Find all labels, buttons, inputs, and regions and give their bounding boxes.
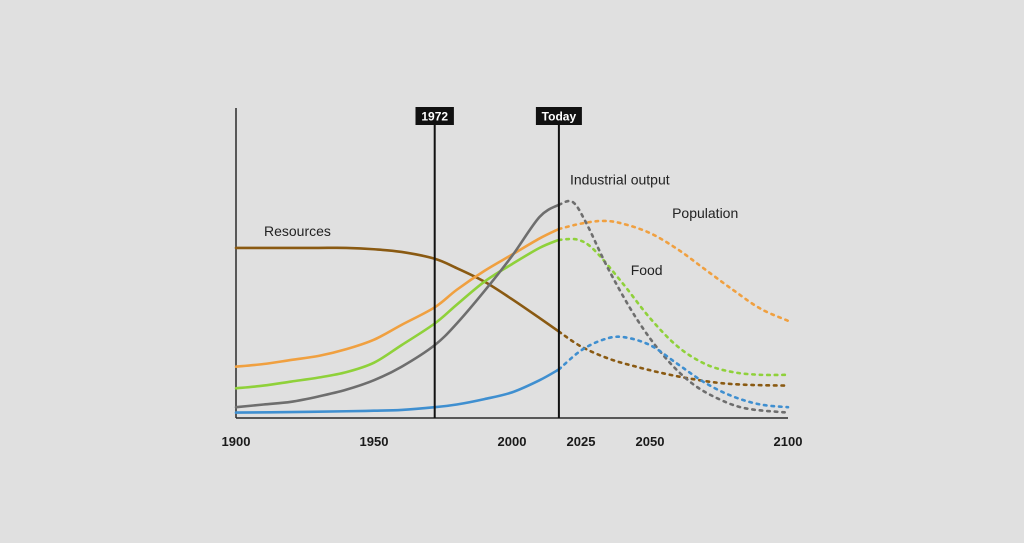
marker-today-label: Today	[542, 110, 577, 124]
pollution-projection-line	[557, 335, 790, 409]
series-label-layer: Resources Population Food Industrial output	[264, 171, 738, 278]
x-tick-layer: 1900 1950 2000 2025 2050 2100	[222, 434, 803, 449]
resources-projection-line	[557, 330, 790, 387]
marker-today-box	[535, 107, 582, 125]
x-tick-label-2025: 2025	[567, 434, 596, 449]
industrial-output-series-line	[234, 203, 561, 409]
marker-1972-box	[415, 107, 454, 125]
food-label: Food	[631, 262, 663, 278]
industrial-output-label: Industrial output	[570, 171, 670, 187]
marker-layer: 1972 Today	[415, 107, 582, 418]
x-tick-label-1900: 1900	[222, 434, 251, 449]
x-tick-label-2100: 2100	[774, 434, 803, 449]
resources-label: Resources	[264, 223, 331, 239]
x-tick-label-2000: 2000	[498, 434, 527, 449]
series-layer	[234, 199, 790, 414]
population-label: Population	[672, 205, 738, 221]
x-tick-label-1950: 1950	[360, 434, 389, 449]
x-tick-label-2050: 2050	[636, 434, 665, 449]
food-projection-line	[557, 237, 790, 377]
marker-1972-label: 1972	[421, 110, 448, 124]
food-series-line	[234, 238, 561, 390]
pollution-series-line	[234, 368, 561, 414]
resources-series-line	[234, 246, 561, 333]
population-projection-line	[557, 219, 790, 323]
industrial-output-projection-line	[557, 199, 790, 414]
